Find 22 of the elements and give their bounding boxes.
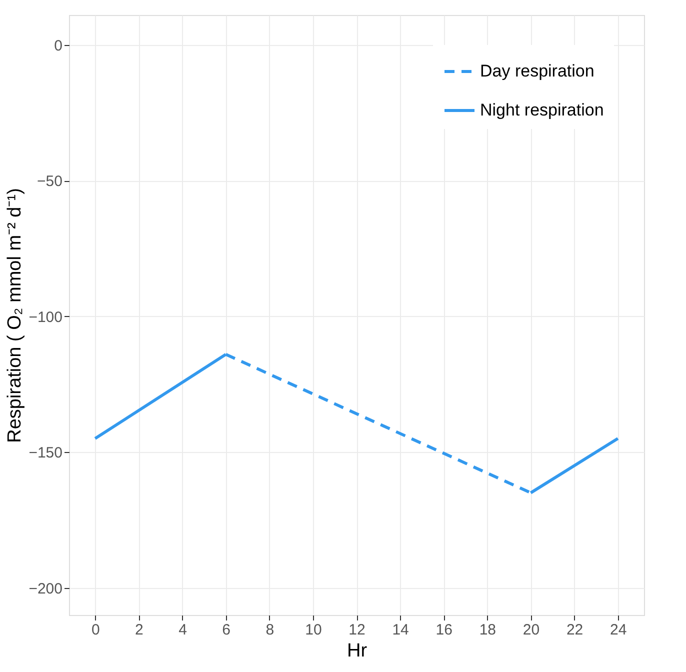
y-tick-label: −100 bbox=[28, 308, 62, 326]
y-tick-label: −150 bbox=[28, 444, 62, 462]
x-tick-label: 8 bbox=[266, 622, 274, 638]
x-tick-label: 16 bbox=[436, 622, 452, 638]
x-tick-label: 0 bbox=[91, 622, 100, 638]
y-tick-label: 0 bbox=[54, 37, 62, 54]
x-tick-label: 12 bbox=[348, 622, 366, 638]
x-tick-label: 24 bbox=[610, 622, 627, 638]
y-axis-title: Respiration ( O₂ mmol m⁻² d⁻¹) bbox=[4, 188, 26, 443]
legend-label: Day respiration bbox=[480, 62, 594, 80]
x-tick-label: 2 bbox=[135, 622, 144, 638]
x-tick-label: 14 bbox=[392, 622, 409, 638]
x-tick-label: 4 bbox=[178, 622, 187, 638]
y-tick-label: −200 bbox=[28, 580, 62, 598]
x-tick-label: 22 bbox=[566, 622, 584, 638]
x-tick-label: 10 bbox=[305, 622, 322, 638]
legend-label: Night respiration bbox=[480, 100, 604, 120]
x-tick-label: 20 bbox=[522, 622, 540, 638]
x-tick-label: 18 bbox=[479, 622, 496, 638]
y-tick-label: −50 bbox=[37, 173, 62, 190]
x-axis-title: Hr bbox=[346, 640, 368, 662]
x-tick-label: 6 bbox=[222, 622, 230, 638]
